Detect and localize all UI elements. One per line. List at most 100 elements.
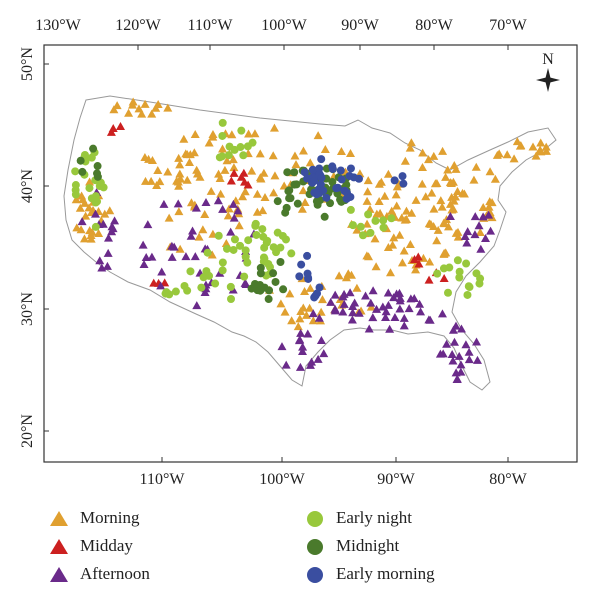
station-marker-afternoon bbox=[461, 340, 471, 349]
bottom-tick-label: 80°W bbox=[489, 471, 527, 488]
legend-label: Morning bbox=[80, 508, 140, 527]
station-marker-midnight bbox=[328, 178, 337, 187]
station-marker-early-night bbox=[214, 231, 223, 240]
station-marker-afternoon bbox=[445, 212, 455, 221]
station-marker-afternoon bbox=[462, 238, 472, 247]
legend-label: Midnight bbox=[336, 536, 400, 555]
station-marker-early-night bbox=[433, 269, 442, 278]
station-marker-early-morning bbox=[295, 272, 304, 281]
station-marker-early-night bbox=[472, 269, 481, 278]
station-marker-midday bbox=[414, 259, 424, 268]
station-marker-afternoon bbox=[452, 374, 462, 383]
station-marker-afternoon bbox=[281, 360, 291, 369]
station-marker-afternoon bbox=[347, 315, 357, 324]
station-marker-early-night bbox=[379, 216, 388, 225]
station-marker-early-night bbox=[223, 244, 232, 253]
legend-item-early-morning: Early morning bbox=[302, 560, 435, 588]
top-tick-label: 130°W bbox=[35, 17, 81, 34]
legend-item-afternoon: Afternoon bbox=[46, 560, 150, 588]
station-marker-morning bbox=[269, 123, 279, 132]
station-marker-early-night bbox=[241, 246, 250, 255]
station-marker-morning bbox=[174, 153, 184, 162]
station-marker-early-morning bbox=[399, 179, 408, 188]
station-marker-morning bbox=[308, 316, 318, 325]
station-marker-early-night bbox=[229, 245, 238, 254]
station-marker-early-night bbox=[443, 288, 452, 297]
station-marker-early-morning bbox=[310, 177, 319, 186]
station-marker-early-night bbox=[240, 272, 249, 281]
station-marker-midnight bbox=[342, 180, 351, 189]
station-marker-morning bbox=[140, 99, 150, 108]
bottom-tick-label: 100°W bbox=[259, 471, 305, 488]
station-marker-morning bbox=[383, 169, 393, 178]
legend-symbol bbox=[307, 567, 323, 583]
station-marker-morning bbox=[218, 144, 228, 153]
station-marker-morning bbox=[397, 258, 407, 267]
station-marker-morning bbox=[531, 151, 541, 160]
station-marker-morning bbox=[370, 234, 380, 243]
station-marker-morning bbox=[388, 240, 398, 249]
station-marker-morning bbox=[174, 207, 184, 216]
station-marker-morning bbox=[175, 160, 185, 169]
station-marker-morning bbox=[502, 150, 512, 159]
station-marker-afternoon bbox=[451, 321, 461, 330]
station-marker-early-night bbox=[455, 267, 464, 276]
station-marker-early-night bbox=[218, 258, 227, 267]
station-marker-afternoon bbox=[425, 315, 435, 324]
station-marker-afternoon bbox=[464, 355, 474, 364]
station-marker-morning bbox=[399, 246, 409, 255]
station-marker-morning bbox=[475, 228, 485, 237]
station-marker-afternoon bbox=[233, 206, 243, 215]
station-marker-afternoon bbox=[190, 252, 200, 261]
station-marker-early-morning bbox=[315, 164, 324, 173]
circle-icon bbox=[307, 511, 323, 527]
station-marker-morning bbox=[227, 130, 237, 139]
station-marker-afternoon bbox=[454, 351, 464, 360]
station-marker-afternoon bbox=[313, 354, 323, 363]
station-marker-afternoon bbox=[326, 297, 336, 306]
station-marker-morning bbox=[387, 206, 397, 215]
station-marker-morning bbox=[105, 206, 115, 215]
station-marker-morning bbox=[341, 273, 351, 282]
station-marker-afternoon bbox=[314, 313, 324, 322]
station-marker-early-night bbox=[165, 290, 174, 299]
top-tick-label: 120°W bbox=[115, 17, 161, 34]
circle-icon bbox=[307, 539, 323, 555]
station-marker-morning bbox=[305, 303, 315, 312]
station-marker-afternoon bbox=[213, 196, 223, 205]
station-marker-afternoon bbox=[169, 242, 179, 251]
station-marker-afternoon bbox=[298, 342, 308, 351]
legend-symbol bbox=[50, 567, 68, 582]
station-marker-midnight bbox=[89, 144, 98, 153]
station-marker-morning bbox=[146, 176, 156, 185]
station-marker-midday bbox=[243, 180, 253, 189]
station-marker-morning bbox=[293, 322, 303, 331]
station-marker-morning bbox=[75, 203, 85, 212]
station-marker-afternoon bbox=[98, 219, 108, 228]
station-marker-morning bbox=[352, 225, 362, 234]
station-marker-early-night bbox=[85, 184, 94, 193]
station-marker-morning bbox=[208, 129, 218, 138]
station-marker-afternoon bbox=[448, 356, 458, 365]
left-tick-label: 30°N bbox=[19, 292, 36, 326]
station-marker-afternoon bbox=[464, 347, 474, 356]
station-marker-early-night bbox=[266, 263, 275, 272]
legend-label: Early morning bbox=[336, 564, 435, 583]
station-marker-morning bbox=[424, 219, 434, 228]
station-marker-early-night bbox=[281, 235, 290, 244]
station-marker-midnight bbox=[286, 194, 295, 203]
station-marker-afternoon bbox=[139, 259, 149, 268]
station-marker-afternoon bbox=[456, 360, 466, 369]
legend-item-morning: Morning bbox=[46, 504, 140, 532]
station-marker-afternoon bbox=[103, 233, 113, 242]
station-marker-early-night bbox=[259, 232, 268, 241]
station-marker-afternoon bbox=[448, 325, 458, 334]
station-marker-morning bbox=[418, 148, 428, 157]
station-marker-afternoon bbox=[339, 299, 349, 308]
station-marker-early-night bbox=[186, 267, 195, 276]
station-marker-morning bbox=[407, 208, 417, 217]
station-marker-morning bbox=[223, 211, 233, 220]
station-marker-morning bbox=[363, 176, 373, 185]
station-marker-morning bbox=[450, 192, 460, 201]
station-marker-morning bbox=[71, 195, 81, 204]
